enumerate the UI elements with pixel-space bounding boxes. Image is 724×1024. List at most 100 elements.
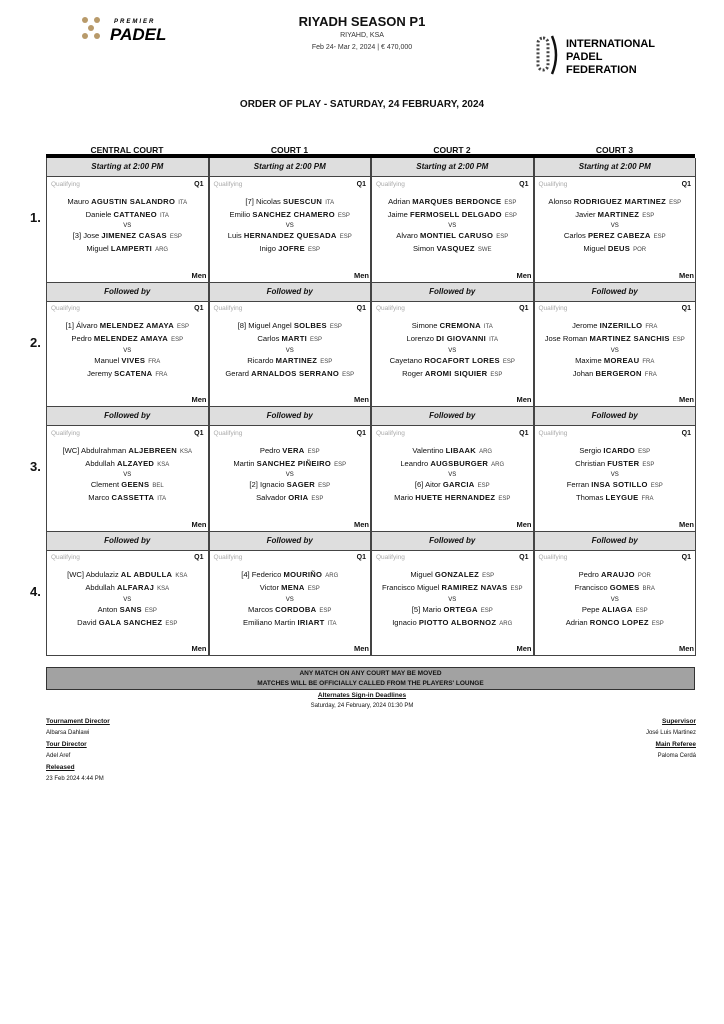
player: Miguel DEUS POR — [535, 243, 696, 256]
player-nationality: ESP — [653, 234, 666, 241]
player-first-name: Alonso — [548, 196, 572, 206]
player-last-name: RODRIGUEZ MARTINEZ — [573, 196, 667, 206]
player: David GALA SANCHEZ ESP — [47, 617, 208, 630]
player-last-name: VASQUEZ — [436, 244, 475, 254]
vs-label: VS — [123, 596, 132, 603]
court-header: CENTRAL COURT — [90, 145, 164, 155]
player: Ferran INSA SOTILLO ESP — [535, 479, 696, 492]
player-last-name: FUSTER — [607, 458, 640, 468]
match-round: Q1 — [681, 429, 691, 437]
match-round: Q1 — [356, 305, 366, 312]
player-seed: [5] — [411, 604, 421, 614]
player: Johan BERGERON FRA — [535, 368, 696, 381]
player: Adrian MARQUES BERDONCE ESP — [372, 196, 533, 209]
player-last-name: CREMONA — [439, 321, 481, 330]
time-slot-header: Starting at 2:00 PM — [208, 158, 371, 177]
player: Marco CASSETTA ITA — [47, 492, 208, 505]
player: Jerome INZERILLO FRA — [535, 320, 696, 333]
player-first-name: Ricardo — [247, 355, 274, 365]
match-cell: Qualifying Q1 Men [4] Federico MOURIÑO ARG Vi… — [208, 550, 371, 656]
match-category: Qualifying — [213, 305, 243, 312]
player: Christian FUSTER ESP — [535, 458, 696, 471]
player-nationality: KSA — [157, 586, 170, 593]
player-last-name: PIOTTO ALBORNOZ — [418, 617, 497, 627]
player-last-name: ROCAFORT LORES — [424, 355, 500, 365]
supervisor: José Luis Martinez — [645, 730, 696, 736]
player-nationality: BRA — [642, 586, 655, 593]
player-nationality: BEL — [152, 483, 164, 490]
vs-label: VS — [448, 347, 457, 354]
player-first-name: Miguel — [410, 570, 433, 579]
player-last-name: CORDOBA — [275, 604, 317, 614]
time-slot-header: Followed by — [533, 282, 696, 302]
match-round: Q1 — [519, 305, 529, 312]
player: Manuel VIVES FRA — [47, 355, 208, 368]
court-header: COURT 3 — [595, 145, 634, 155]
tournament-title: RIYADH SEASON P1 — [298, 14, 426, 29]
player: [WC] Abdulaziz AL ABDULLA KSA — [47, 569, 208, 582]
player: [4] Federico MOURIÑO ARG — [210, 569, 371, 582]
player: [5] Mario ORTEGA ESP — [372, 604, 533, 617]
time-slot-header: Followed by — [46, 282, 209, 302]
player-nationality: ESP — [669, 199, 682, 206]
court-header: COURT 1 — [270, 145, 309, 155]
match-category: Qualifying — [376, 554, 405, 561]
match-cell: Qualifying Q1 Men Pedro VERA ESP Martin SANCH… — [208, 425, 371, 532]
player-last-name: AROMI SIQUIER — [424, 368, 488, 378]
player-first-name: Pepe — [581, 604, 600, 614]
player: Luis HERNANDEZ QUESADA ESP — [210, 230, 371, 243]
player-nationality: ESP — [307, 448, 320, 455]
player-last-name: ICARDO — [603, 445, 636, 455]
player-nationality: ITA — [157, 496, 167, 503]
player-seed: [3] — [72, 231, 82, 241]
player-last-name: GONZALEZ — [434, 570, 480, 579]
player-first-name: Emiliano Martin — [243, 617, 296, 627]
time-slot-header: Starting at 2:00 PM — [371, 158, 534, 177]
player: Sergio ICARDO ESP — [535, 445, 696, 458]
vs-label: VS — [123, 347, 132, 354]
player-nationality: ARG — [479, 448, 493, 455]
player-last-name: JIMENEZ CASAS — [101, 231, 167, 241]
player-seed: [WC] — [62, 445, 80, 455]
player-last-name: MOREAU — [603, 355, 640, 365]
player: Adrian RONCO LOPEZ ESP — [535, 617, 696, 630]
match-category: Qualifying — [213, 554, 243, 561]
player-last-name: HUETE HERNANDEZ — [415, 493, 496, 503]
match-category: Qualifying — [376, 305, 405, 312]
player-first-name: Maxime — [575, 355, 602, 365]
tournament-dates-prize: Feb 24- Mar 2, 2024 | € 470,000 — [311, 44, 413, 51]
player-seed: [WC] — [67, 570, 85, 579]
player: [7] Nicolas SUESCUN ITA — [210, 196, 371, 209]
player-first-name: Daniele — [85, 209, 112, 219]
player-last-name: LIBAAK — [445, 445, 477, 455]
match-players: [1] Álvaro MELENDEZ AMAYA ESP Pedro MELEND… — [47, 320, 208, 381]
player-nationality: ITA — [178, 199, 188, 206]
player-nationality: ESP — [504, 212, 517, 219]
player-first-name: Clement — [90, 480, 120, 490]
player-nationality: ESP — [176, 324, 189, 330]
player-nationality: ESP — [334, 461, 347, 468]
player-first-name: Abdullah — [85, 583, 115, 593]
player: Ricardo MARTINEZ ESP — [210, 355, 371, 368]
player-first-name: Álvaro — [76, 321, 98, 330]
match-players: [WC] Abdulrahman ALJEBREEN KSA Abdullah AL… — [47, 445, 208, 506]
player-last-name: DEUS — [607, 244, 631, 254]
match-cell: Qualifying Q1 Men Mauro AGUSTIN SALANDRO ITA… — [46, 176, 209, 283]
player-nationality: KSA — [175, 573, 188, 579]
player: Jeremy SCATENA FRA — [47, 368, 208, 381]
player-first-name: Lorenzo — [406, 334, 434, 344]
match-round: Q1 — [356, 180, 366, 188]
player: [6] Aitor GARCIA ESP — [372, 479, 533, 492]
alternates-label: Alternates Sign-in Deadlines — [317, 692, 407, 699]
player: Carlos PEREZ CABEZA ESP — [535, 230, 696, 243]
player: Pedro ARAUJO POR — [535, 569, 696, 582]
match-category: Qualifying — [538, 305, 568, 312]
released-time: 23 Feb 2024 4:44 PM — [46, 776, 104, 782]
player-first-name: Roger — [402, 368, 423, 378]
player-first-name: Jeremy — [87, 368, 113, 378]
match-cell: Qualifying Q1 Men [7] Nicolas SUESCUN ITA Emi… — [208, 176, 371, 283]
player: Miguel GONZALEZ ESP — [372, 569, 533, 582]
vs-label: VS — [285, 347, 294, 354]
player-last-name: MELENDEZ AMAYA — [99, 321, 174, 330]
player: Emilio SANCHEZ CHAMERO ESP — [210, 209, 371, 222]
